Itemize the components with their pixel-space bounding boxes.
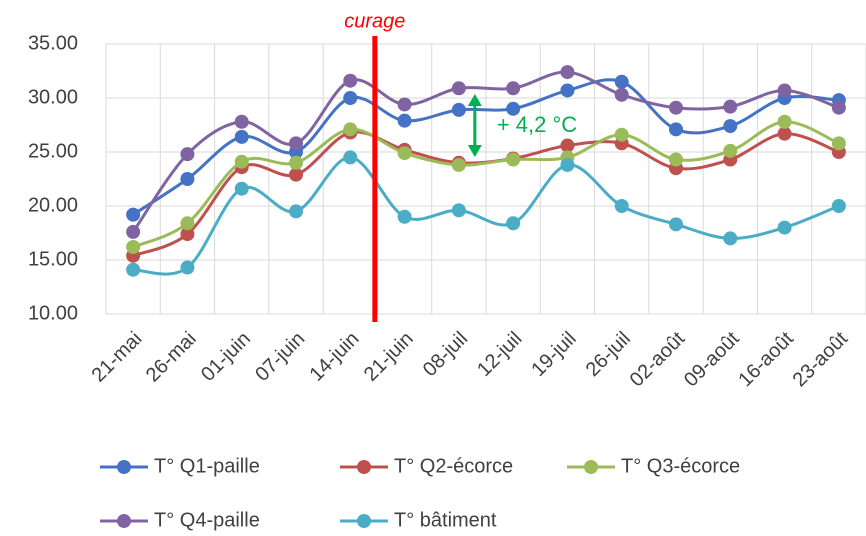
x-tick-label: 02-août <box>626 327 690 391</box>
point <box>451 81 466 96</box>
y-tick-label: 15.00 <box>28 248 78 270</box>
point <box>289 155 303 170</box>
x-tick-label: 08-juil <box>419 328 472 381</box>
legend-label: T° bâtiment <box>394 509 497 531</box>
point <box>126 240 141 255</box>
point <box>669 217 683 232</box>
point <box>180 172 195 186</box>
y-tick-label: 20.00 <box>28 194 78 216</box>
legend-marker <box>117 514 131 528</box>
x-tick-label: 19-juil <box>527 328 580 381</box>
x-tick-label: 26-juil <box>582 328 635 381</box>
point <box>234 129 249 144</box>
point <box>560 83 575 98</box>
x-tick-label: 23-août <box>789 327 853 391</box>
point <box>397 97 412 112</box>
point <box>669 152 683 167</box>
point <box>126 262 141 277</box>
x-tick-label: 21-mai <box>88 328 147 387</box>
y-tick-label: 35.00 <box>28 32 78 54</box>
point <box>614 87 629 102</box>
x-tick-label: 21-juin <box>360 328 418 386</box>
y-tick-label: 25.00 <box>28 140 78 162</box>
point <box>831 100 846 115</box>
y-tick-label: 30.00 <box>28 86 78 108</box>
x-tick-label: 01-juin <box>197 328 255 386</box>
x-tick-label: 16-août <box>734 327 798 391</box>
point <box>723 99 738 114</box>
point <box>289 204 303 219</box>
legend-label: T° Q4-paille <box>154 509 260 531</box>
point <box>669 122 683 137</box>
point <box>506 81 521 96</box>
point <box>451 157 466 172</box>
point <box>777 126 792 141</box>
point <box>831 199 846 213</box>
point <box>777 220 792 235</box>
point <box>777 114 792 129</box>
point <box>451 203 466 218</box>
point <box>506 216 521 231</box>
point <box>343 91 358 105</box>
point <box>669 100 683 115</box>
legend-label: T° Q2-écorce <box>394 455 513 477</box>
point <box>397 113 412 128</box>
x-tick-label: 26-mai <box>142 328 201 387</box>
point <box>180 260 195 275</box>
point <box>614 199 629 213</box>
legend-marker <box>357 514 371 528</box>
point <box>234 181 249 196</box>
point <box>126 207 141 222</box>
y-tick-label: 10.00 <box>28 302 78 324</box>
point <box>234 114 249 129</box>
legend-label: T° Q1-paille <box>154 455 260 477</box>
point <box>126 224 141 239</box>
x-tick-label: 14-juin <box>306 328 364 386</box>
legend-label: T° Q3-écorce <box>621 455 740 477</box>
point <box>723 119 738 134</box>
point <box>506 152 521 167</box>
legend-marker <box>117 460 131 474</box>
point <box>560 157 575 172</box>
point <box>180 216 195 231</box>
x-tick-label: 12-juil <box>473 328 526 381</box>
point <box>289 167 303 182</box>
point <box>397 146 412 161</box>
point <box>614 127 629 142</box>
point <box>614 74 629 89</box>
legend-marker <box>357 460 371 474</box>
point <box>180 227 195 242</box>
point <box>289 136 303 151</box>
point <box>777 83 792 98</box>
point <box>343 122 358 137</box>
x-tick-label: 07-juin <box>251 328 309 386</box>
point <box>451 102 466 117</box>
point <box>723 231 738 246</box>
point <box>343 150 358 165</box>
point <box>831 136 846 151</box>
point <box>343 73 358 88</box>
point <box>180 147 195 162</box>
point <box>397 209 412 224</box>
point <box>723 143 738 158</box>
point <box>234 154 249 169</box>
legend-marker <box>584 460 598 474</box>
annotation: curage <box>344 10 405 32</box>
point <box>506 101 521 116</box>
point <box>560 65 575 80</box>
annotation: + 4,2 °C <box>497 112 577 137</box>
point <box>560 138 575 153</box>
x-tick-label: 09-août <box>680 327 744 391</box>
